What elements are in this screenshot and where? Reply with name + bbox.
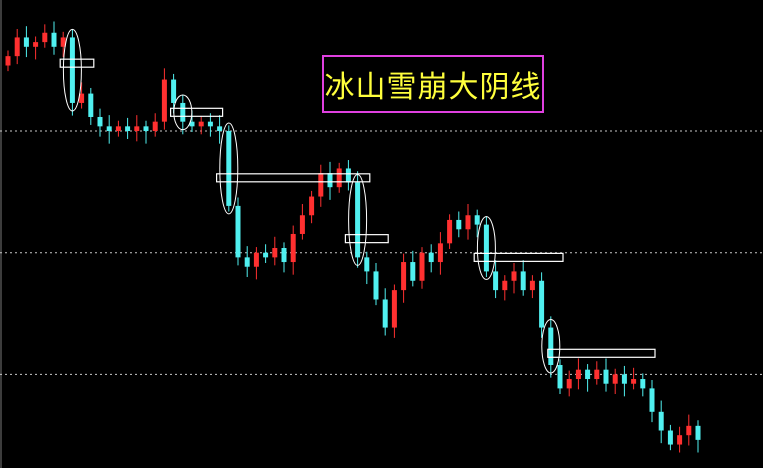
candle-up — [198, 121, 204, 127]
annotation-box — [216, 173, 371, 183]
candle-down — [345, 168, 351, 183]
candle-up — [299, 215, 305, 234]
candle-up — [33, 42, 39, 47]
chart-title: 冰山雪崩大阴线 — [322, 55, 544, 113]
candle-down — [428, 252, 434, 263]
candle-up — [612, 374, 618, 384]
candle-up — [631, 379, 637, 384]
candle-up — [272, 248, 278, 258]
candle-up — [511, 271, 517, 281]
candle-up — [60, 37, 66, 47]
candle-down — [483, 224, 489, 272]
candle-up — [575, 369, 581, 380]
candle-up — [594, 369, 600, 380]
candle-down — [106, 126, 112, 132]
candle-down — [180, 102, 186, 122]
candle-down — [327, 173, 333, 188]
candle-up — [134, 126, 140, 132]
candle-up — [161, 79, 167, 122]
candle-down — [621, 374, 627, 384]
annotation-box — [59, 58, 95, 68]
candle-down — [355, 182, 361, 258]
candle-up — [253, 252, 259, 267]
annotation-ellipse — [219, 122, 239, 215]
candle-down — [263, 252, 269, 258]
candle-up — [465, 215, 471, 230]
candle-up — [391, 290, 397, 328]
candle-down — [226, 131, 232, 206]
candle-up — [401, 262, 407, 291]
candle-down — [207, 121, 213, 127]
candle-down — [557, 364, 563, 389]
candle-up — [336, 168, 342, 188]
candle-down — [281, 248, 287, 263]
candle-down — [217, 126, 223, 132]
candle-up — [115, 126, 121, 132]
annotation-box — [547, 348, 656, 358]
candle-down — [51, 32, 57, 47]
annotation-box — [473, 252, 564, 262]
candle-down — [125, 126, 131, 132]
candle-down — [493, 271, 499, 291]
annotation-ellipse — [541, 319, 561, 374]
candle-down — [603, 369, 609, 384]
candle-down — [97, 116, 103, 127]
candle-up — [318, 173, 324, 197]
candle-up — [309, 196, 315, 216]
candle-up — [42, 32, 48, 43]
candle-up — [419, 252, 425, 281]
candle-down — [410, 262, 416, 281]
candle-down — [585, 369, 591, 380]
candle-up — [502, 280, 508, 291]
candle-down — [695, 425, 701, 440]
candle-down — [88, 93, 94, 117]
candle-down — [649, 388, 655, 412]
candle-up — [79, 93, 85, 103]
candle-down — [143, 126, 149, 132]
candle-up — [686, 425, 692, 436]
candle-down — [373, 271, 379, 300]
candle-up — [529, 280, 535, 291]
candle-up — [152, 121, 158, 132]
candle-down — [189, 121, 195, 127]
candle-down — [667, 430, 673, 445]
candle-down — [539, 280, 545, 328]
annotation-ellipse — [62, 28, 82, 112]
candle-down — [640, 379, 646, 389]
candle-up — [447, 219, 453, 244]
candle-down — [474, 215, 480, 225]
candle-down — [244, 257, 250, 267]
annotation-ellipse — [348, 173, 368, 266]
candle-up — [677, 435, 683, 445]
annotation-ellipse — [476, 216, 496, 280]
candle-down — [658, 411, 664, 431]
candle-up — [290, 233, 296, 263]
candle-down — [171, 79, 177, 103]
candle-down — [456, 219, 462, 230]
candle-down — [23, 37, 29, 47]
candle-down — [548, 327, 554, 365]
annotation-box — [344, 234, 389, 244]
annotation-ellipse — [173, 94, 193, 131]
candle-down — [69, 37, 75, 103]
annotation-box — [170, 107, 224, 117]
candle-up — [437, 243, 443, 263]
candle-up — [5, 56, 11, 66]
candle-up — [14, 37, 20, 57]
candle-down — [235, 205, 241, 258]
candle-up — [566, 379, 572, 389]
candle-down — [520, 271, 526, 291]
candle-down — [382, 299, 388, 328]
candle-down — [364, 257, 370, 272]
